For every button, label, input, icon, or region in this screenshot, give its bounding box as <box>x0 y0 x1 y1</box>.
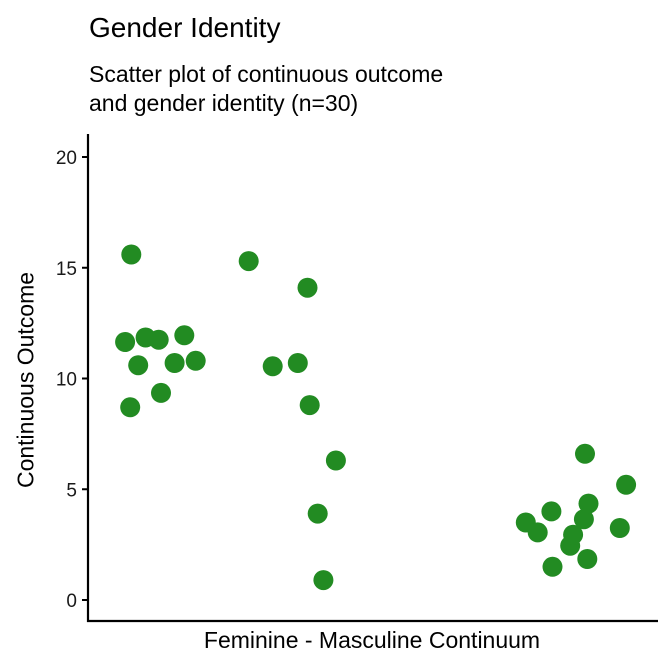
data-point <box>128 355 149 376</box>
data-point <box>325 450 346 471</box>
y-axis-label: Continuous Outcome <box>12 271 39 489</box>
data-point <box>542 556 563 577</box>
data-point <box>120 397 141 418</box>
y-tick-label: 5 <box>66 480 77 501</box>
x-axis-label: Feminine - Masculine Continuum <box>203 627 541 653</box>
y-tick-label: 15 <box>56 259 77 280</box>
data-points <box>115 244 637 591</box>
data-point <box>262 356 283 377</box>
data-point <box>609 518 630 538</box>
data-point <box>563 524 584 545</box>
data-point <box>164 353 185 373</box>
data-point <box>299 395 320 416</box>
data-point <box>575 443 595 464</box>
data-point <box>238 251 259 272</box>
y-axis-ticks: 0 5 10 15 20 <box>56 148 88 612</box>
data-point <box>115 332 136 352</box>
chart-subtitle-line-2: and gender identity (n=30) <box>89 90 359 116</box>
data-point <box>577 549 598 569</box>
data-point <box>541 501 562 522</box>
data-point <box>121 244 142 265</box>
data-point <box>616 474 637 495</box>
chart-title: Gender Identity <box>89 12 281 43</box>
data-point <box>307 503 328 524</box>
data-point <box>573 509 594 530</box>
data-point <box>578 493 599 514</box>
chart-subtitle: Scatter plot of continuous outcome and g… <box>89 60 443 118</box>
chart-subtitle-line-1: Scatter plot of continuous outcome <box>89 61 444 87</box>
data-point <box>148 329 169 350</box>
data-point <box>174 325 195 346</box>
data-point <box>313 570 334 591</box>
y-tick-label: 0 <box>66 591 77 612</box>
data-point <box>185 350 206 371</box>
data-point <box>527 522 548 543</box>
y-tick-label: 20 <box>56 148 77 169</box>
y-tick-label: 10 <box>56 370 77 391</box>
data-point <box>287 353 308 373</box>
data-point <box>151 382 171 403</box>
data-point <box>297 277 318 298</box>
